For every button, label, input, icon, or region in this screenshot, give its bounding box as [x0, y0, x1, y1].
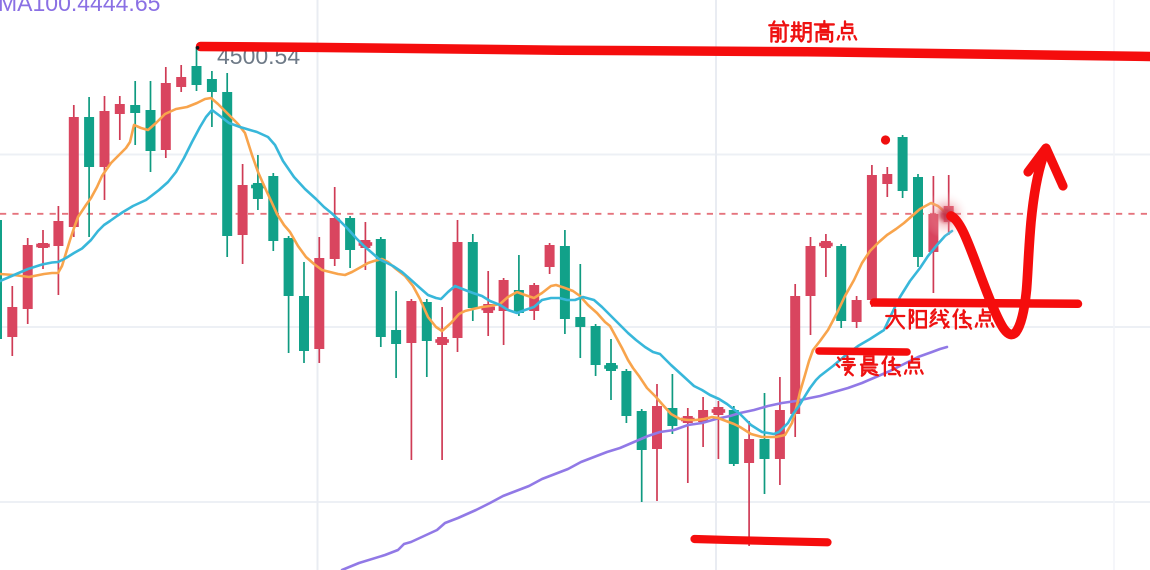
svg-text:MA100.4444.65: MA100.4444.65	[0, 0, 160, 16]
